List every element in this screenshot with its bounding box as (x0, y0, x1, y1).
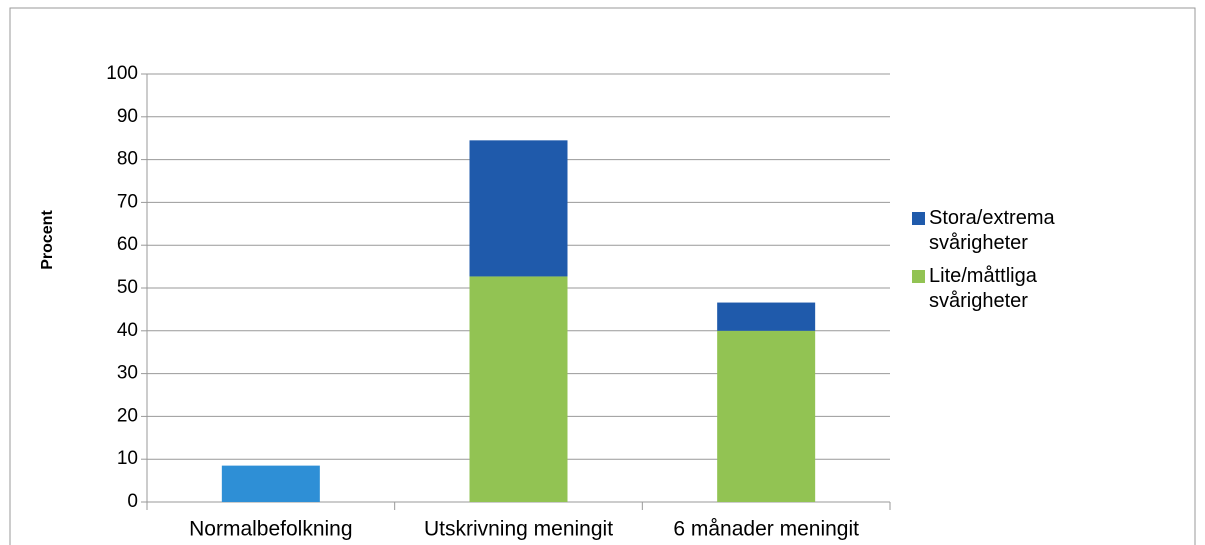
y-tick-label: 0 (127, 491, 138, 512)
legend-swatch (912, 270, 925, 283)
legend-swatch (912, 212, 925, 225)
legend-label: Stora/extrema svårigheter (929, 207, 1055, 254)
x-tick-label: Normalbefolkning (189, 518, 352, 541)
y-tick-label: 30 (117, 363, 138, 384)
bar-segment (469, 140, 568, 277)
chart-border (9, 7, 1196, 545)
y-axis-label: Procent (39, 210, 56, 270)
legend: Stora/extrema svårigheter Lite/måttliga s… (912, 206, 1112, 322)
bar-segment (469, 276, 568, 502)
x-tick-label: 6 månader meningit (673, 518, 859, 541)
bar-segment (221, 465, 320, 502)
y-tick-label: 50 (117, 277, 138, 298)
x-tick-label: Utskrivning meningit (424, 518, 613, 541)
bar-segment (717, 302, 816, 331)
y-tick-label: 10 (117, 448, 138, 469)
legend-item: Stora/extrema svårigheter (912, 206, 1112, 256)
y-tick-label: 60 (117, 234, 138, 255)
y-tick-label: 100 (106, 63, 138, 84)
legend-item: Lite/måttliga svårigheter (912, 264, 1112, 314)
bar-segment (717, 330, 816, 502)
y-tick-label: 80 (117, 149, 138, 170)
y-tick-label: 20 (117, 405, 138, 426)
y-tick-label: 90 (117, 106, 138, 127)
y-tick-label: 70 (117, 191, 138, 212)
legend-label: Lite/måttliga svårigheter (929, 265, 1037, 312)
y-tick-label: 40 (117, 320, 138, 341)
